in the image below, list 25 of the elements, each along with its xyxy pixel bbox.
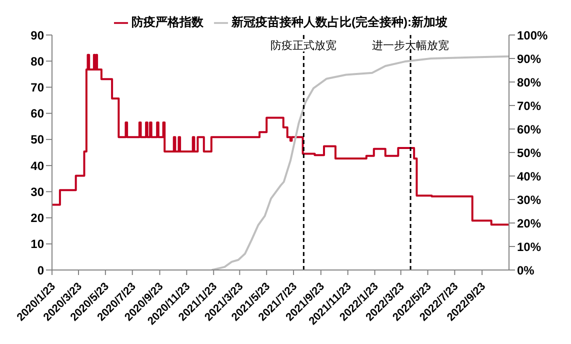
y2-tick-label: 90% (517, 52, 542, 66)
y2-tick-label: 30% (517, 192, 542, 207)
y2-tick-label: 20% (517, 216, 542, 230)
line-series (210, 55, 509, 270)
y2-tick-label: 0% (517, 263, 535, 278)
y-tick-label: 40 (30, 158, 44, 173)
y2-tick-label: 70% (517, 98, 542, 113)
legend-label: 防疫严格指数 (132, 15, 204, 29)
y-tick-label: 30 (30, 184, 44, 199)
y2-tick-label: 40% (517, 169, 542, 184)
y-tick-label: 20 (30, 211, 44, 226)
legend-label: 新冠疫苗接种人数占比(完全接种):新加坡 (232, 15, 448, 29)
y-tick-label: 70 (30, 80, 44, 94)
y2-tick-label: 60% (517, 122, 542, 136)
y-tick-label: 80 (30, 54, 44, 68)
y-tick-label: 0 (37, 263, 44, 278)
y-tick-label: 60 (30, 106, 44, 121)
y-tick-label: 90 (30, 28, 44, 42)
y2-tick-label: 100% (517, 28, 548, 42)
ref-line-label: 防疫正式放宽 (270, 39, 337, 52)
y2-tick-label: 10% (517, 240, 542, 254)
y-tick-label: 10 (30, 237, 44, 252)
y2-tick-label: 80% (517, 75, 542, 90)
y2-tick-label: 50% (517, 146, 542, 160)
y-tick-label: 50 (30, 132, 44, 147)
